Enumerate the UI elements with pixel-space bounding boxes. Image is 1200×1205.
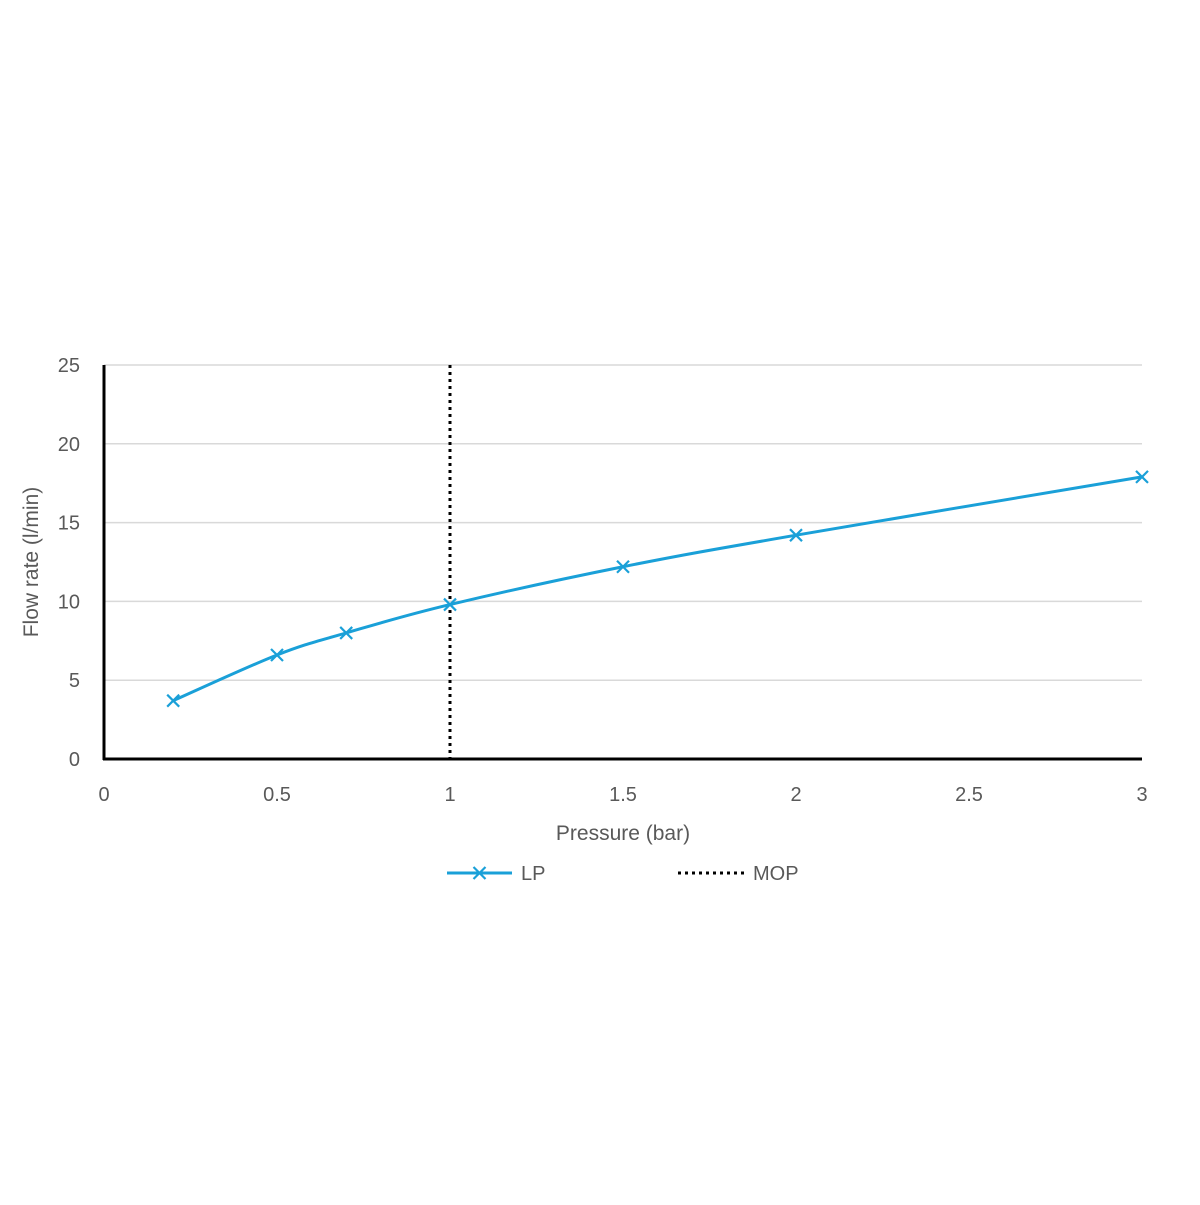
series-line-lp	[172, 475, 1143, 703]
data-point-lp-3	[443, 597, 457, 612]
gridlines	[104, 364, 1142, 681]
data-point-lp-2	[339, 626, 353, 640]
x-axis-title: Pressure (bar)	[556, 822, 690, 845]
series-group	[166, 470, 1149, 708]
legend: LP MOP	[447, 863, 799, 885]
y-tick-label-20: 20	[58, 434, 80, 456]
legend-lp-label: LP	[521, 863, 545, 885]
legend-item-lp[interactable]: LP	[447, 863, 545, 885]
x-tick-labels: 0 0.5 1 1.5 2 2.5 3	[98, 784, 1147, 806]
data-point-lp-4	[616, 559, 630, 574]
y-tick-label-0: 0	[69, 749, 80, 771]
y-tick-label-25: 25	[58, 355, 80, 377]
data-point-lp-1	[270, 648, 284, 662]
legend-item-mop[interactable]: MOP	[678, 863, 799, 885]
legend-lp-marker	[472, 866, 487, 880]
x-tick-label-2-5: 2.5	[955, 784, 983, 806]
x-tick-label-1-5: 1.5	[609, 784, 637, 806]
x-tick-label-1: 1	[444, 784, 455, 806]
y-tick-labels: 0 5 10 15 20 25	[58, 355, 80, 771]
data-point-lp-0	[166, 693, 180, 708]
legend-mop-label: MOP	[753, 863, 799, 885]
data-point-lp-5	[789, 528, 803, 542]
data-point-lp-6	[1135, 470, 1149, 484]
y-axis-title: Flow rate (l/min)	[20, 487, 43, 638]
x-tick-label-2: 2	[790, 784, 801, 806]
y-tick-label-10: 10	[58, 591, 80, 613]
y-tick-label-5: 5	[69, 670, 80, 692]
x-tick-label-0-5: 0.5	[263, 784, 291, 806]
x-tick-label-3: 3	[1136, 784, 1147, 806]
x-tick-label-0: 0	[98, 784, 109, 806]
y-tick-label-15: 15	[58, 513, 80, 535]
